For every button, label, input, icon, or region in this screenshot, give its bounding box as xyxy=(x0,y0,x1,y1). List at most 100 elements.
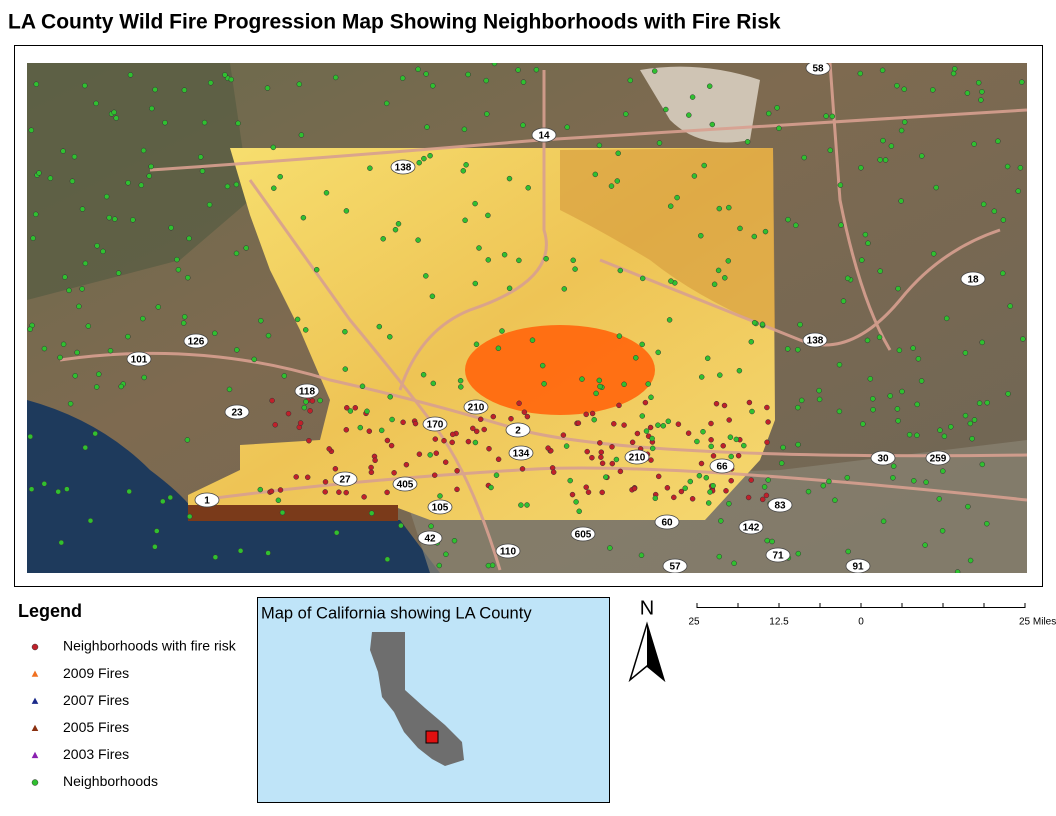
marker xyxy=(518,502,524,508)
marker xyxy=(87,517,94,524)
marker xyxy=(876,334,883,341)
marker xyxy=(867,376,874,382)
highway-label: 118 xyxy=(299,387,316,398)
highway-label: 27 xyxy=(339,475,351,486)
marker xyxy=(930,87,936,93)
marker xyxy=(506,175,513,182)
marker xyxy=(765,477,771,483)
marker xyxy=(473,428,480,435)
marker xyxy=(898,127,905,134)
marker xyxy=(859,257,865,263)
marker xyxy=(293,474,299,480)
marker xyxy=(648,457,654,463)
marker xyxy=(708,443,714,450)
marker xyxy=(400,419,406,426)
marker xyxy=(359,383,366,390)
marker xyxy=(421,155,427,162)
marker xyxy=(167,494,174,501)
marker xyxy=(372,457,378,464)
marker xyxy=(705,500,712,506)
marker xyxy=(660,423,667,429)
marker xyxy=(31,751,39,759)
marker xyxy=(950,70,957,77)
marker xyxy=(472,200,478,207)
marker xyxy=(399,75,406,81)
marker xyxy=(162,119,168,126)
scale-label: 25 Miles xyxy=(1019,617,1056,628)
marker xyxy=(368,469,375,476)
marker xyxy=(520,122,526,128)
marker xyxy=(485,562,492,569)
marker xyxy=(728,477,734,484)
marker xyxy=(761,484,768,490)
marker xyxy=(442,459,449,465)
marker xyxy=(300,214,307,221)
highway-label: 210 xyxy=(468,403,485,414)
marker xyxy=(820,482,827,489)
marker xyxy=(485,212,491,219)
map: 58 14 138 18 138 126 101 118 23 210 170 2 134 210 66 30… xyxy=(27,53,1027,573)
marker xyxy=(716,553,723,560)
legend-label: 2005 Fires xyxy=(63,719,129,735)
marker xyxy=(694,438,700,445)
marker xyxy=(41,481,48,487)
highway-shield xyxy=(126,351,152,367)
marker xyxy=(138,182,145,188)
marker xyxy=(155,304,162,310)
marker xyxy=(392,226,399,233)
map-frame xyxy=(14,45,1043,587)
marker xyxy=(971,141,977,147)
marker xyxy=(429,53,432,56)
marker xyxy=(711,281,718,288)
marker xyxy=(631,485,638,492)
marker xyxy=(585,489,592,495)
highway-shield xyxy=(767,497,793,513)
marker xyxy=(307,408,313,414)
marker xyxy=(764,537,770,544)
marker xyxy=(718,518,724,524)
marker xyxy=(906,431,913,438)
la-county-inset xyxy=(425,730,439,744)
marker xyxy=(731,560,737,567)
marker xyxy=(776,125,782,132)
marker xyxy=(424,124,430,130)
marker xyxy=(710,482,716,489)
marker xyxy=(69,178,76,184)
marker xyxy=(490,413,497,420)
marker xyxy=(976,400,983,406)
marker xyxy=(199,168,206,174)
marker xyxy=(436,562,443,569)
highway-shield xyxy=(925,450,951,466)
marker xyxy=(486,445,492,452)
marker xyxy=(395,221,402,227)
highway-shield xyxy=(194,492,220,508)
marker xyxy=(1007,303,1013,309)
marker xyxy=(655,473,662,480)
marker xyxy=(454,486,460,493)
marker xyxy=(55,488,61,495)
marker xyxy=(376,323,383,330)
marker xyxy=(126,488,132,495)
marker xyxy=(748,339,755,345)
marker xyxy=(862,231,869,238)
marker xyxy=(366,428,373,434)
marker xyxy=(664,485,671,491)
marker xyxy=(647,424,654,431)
marker xyxy=(728,453,734,460)
marker xyxy=(66,287,72,294)
scale-label: 12.5 xyxy=(769,617,789,628)
marker xyxy=(499,328,505,334)
marker xyxy=(709,121,716,128)
marker xyxy=(795,550,802,557)
highway-label: 66 xyxy=(716,462,728,473)
marker xyxy=(82,82,88,89)
marker xyxy=(668,278,674,284)
marker xyxy=(545,445,551,451)
highway-shield xyxy=(960,271,986,287)
highway-label: 30 xyxy=(877,454,889,465)
marker xyxy=(784,346,791,352)
highway-label: 134 xyxy=(513,449,530,460)
marker xyxy=(343,427,350,433)
marker xyxy=(951,66,958,72)
marker xyxy=(380,236,386,242)
